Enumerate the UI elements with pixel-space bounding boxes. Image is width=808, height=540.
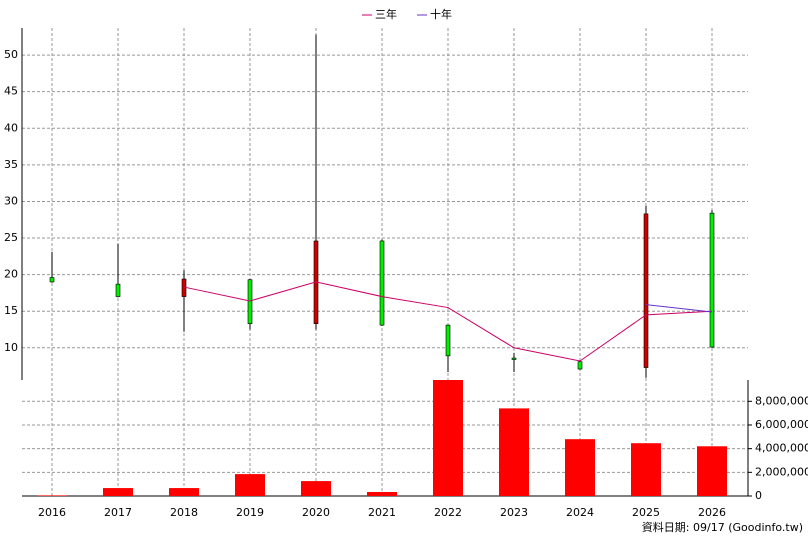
x-tick-label: 2025 bbox=[632, 506, 660, 519]
volume-bar bbox=[301, 481, 331, 496]
line-series bbox=[183, 281, 713, 362]
x-tick-label: 2020 bbox=[302, 506, 330, 519]
x-tick-label: 2026 bbox=[698, 506, 726, 519]
y-tick-label: 15 bbox=[4, 304, 18, 317]
y-tick-label: 35 bbox=[4, 158, 18, 171]
legend-label: 三年 bbox=[375, 7, 397, 21]
y-tick-label: 25 bbox=[4, 231, 18, 244]
x-tick-label: 2021 bbox=[368, 506, 396, 519]
volume-bar bbox=[235, 474, 265, 496]
y2-tick-label: 6,000,000 bbox=[755, 418, 808, 431]
volume-bar bbox=[103, 488, 133, 496]
y-tick-label: 30 bbox=[4, 194, 18, 207]
y-tick-label: 50 bbox=[4, 48, 18, 61]
source: 資料日期: 09/17 (Goodinfo.tw) bbox=[642, 520, 803, 534]
candle-body bbox=[445, 324, 451, 357]
volume-bar bbox=[367, 491, 397, 496]
candle-body bbox=[247, 279, 253, 324]
y-tick-label: 40 bbox=[4, 121, 18, 134]
volume-bar bbox=[433, 380, 463, 496]
y2-tick-label: 2,000,000 bbox=[755, 465, 808, 478]
y-tick-label: 10 bbox=[4, 341, 18, 354]
y-tick-label: 20 bbox=[4, 268, 18, 281]
x-tick-label: 2018 bbox=[170, 506, 198, 519]
y2-tick-label: 4,000,000 bbox=[755, 442, 808, 455]
x-tick-label: 2024 bbox=[566, 506, 594, 519]
candle-body bbox=[643, 213, 649, 368]
volume-bar bbox=[565, 439, 595, 496]
x-tick-label: 2023 bbox=[500, 506, 528, 519]
candle-body bbox=[709, 212, 715, 348]
y-tick-label: 45 bbox=[4, 85, 18, 98]
y2-tick-label: 8,000,000 bbox=[755, 394, 808, 407]
volume-bar bbox=[37, 495, 67, 496]
volume-bar bbox=[697, 446, 727, 496]
volume-bar bbox=[631, 443, 661, 496]
candle-body bbox=[115, 283, 121, 297]
legend-label: 十年 bbox=[430, 7, 452, 21]
candle-body bbox=[577, 361, 583, 370]
line-series bbox=[645, 304, 713, 313]
x-tick-label: 2019 bbox=[236, 506, 264, 519]
x-tick-label: 2016 bbox=[38, 506, 66, 519]
candle-body bbox=[49, 277, 55, 283]
volume-bar bbox=[169, 488, 199, 496]
y2-tick-label: 0 bbox=[755, 489, 762, 502]
x-tick-label: 2022 bbox=[434, 506, 462, 519]
x-tick-label: 2017 bbox=[104, 506, 132, 519]
candle-body bbox=[511, 357, 517, 360]
candle-body bbox=[379, 240, 385, 326]
volume-bar bbox=[499, 408, 529, 496]
